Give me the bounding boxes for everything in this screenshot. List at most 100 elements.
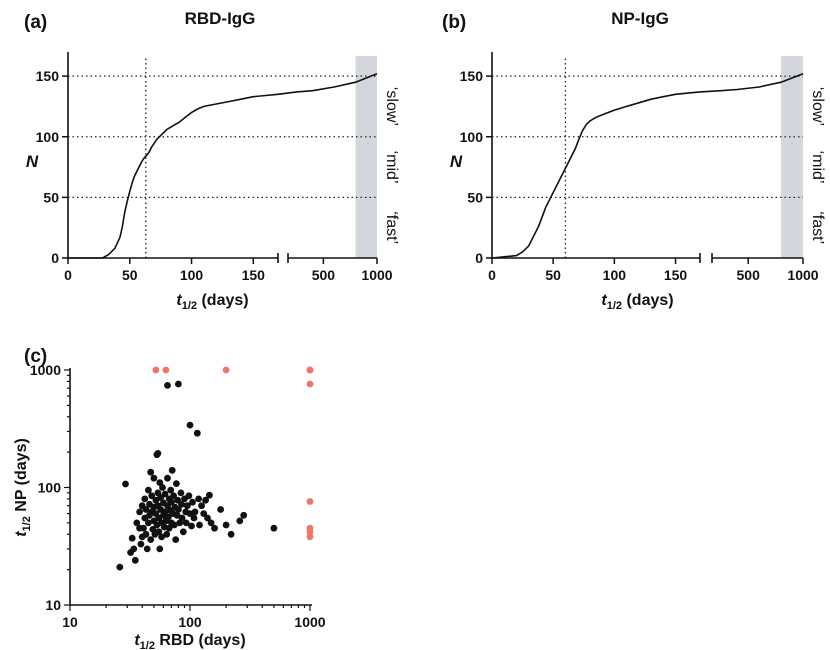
panel-b-cumulative-line [491,72,804,259]
scatter-point [185,492,193,500]
panel-c-x-tick-label: 10 [62,614,78,630]
panel-a-cumulative-line [68,72,378,259]
scatter-point [147,536,155,543]
scatter-point [173,480,180,487]
panel-a-y-tick-label: 0 [51,250,59,266]
panel-b-side-label-0: ‘slow’ [809,87,826,126]
scatter-point [133,519,141,527]
scatter-point-highlight [162,366,170,374]
panel-b-side-label-1: ‘mid’ [809,151,826,184]
scatter-point [159,484,166,491]
panel-c-x-tick-label: 100 [178,614,202,630]
panel-a-x-tick-label: 0 [64,267,72,283]
scatter-point [167,486,175,494]
panel-b-title: NP-IgG [611,9,669,28]
panel-b-x-tick-label: 1000 [787,267,818,283]
panel-a-letter: (a) [24,12,47,33]
scatter-point-highlight [306,528,314,536]
panel-c-y-tick-label: 1000 [30,362,61,378]
scatter-point [196,521,203,529]
scatter-point [175,506,182,513]
scatter-point [163,530,171,538]
panel-a-side-label-0: ‘slow’ [383,87,400,126]
scatter-point [131,556,139,564]
scatter-point [204,514,211,522]
panel-a-y-axis-label: N [26,152,39,171]
scatter-point [143,545,151,553]
scatter-point [172,536,180,543]
panel-c-x-tick-label: 1000 [294,614,325,630]
panel-b-letter: (b) [442,12,466,33]
scatter-point [191,508,199,516]
panel-b-y-tick-label: 0 [475,250,483,266]
scatter-point [170,521,178,529]
panel-b-side-label-2: ‘fast’ [809,211,826,244]
scatter-point [122,480,129,488]
scatter-point [186,421,194,429]
panel-a-x-tick-label: 100 [180,267,204,283]
scatter-point [195,495,203,503]
panel-a-x-tick-label: 1000 [361,267,392,283]
scatter-point-highlight [152,366,160,374]
scatter-point [270,524,278,532]
scatter-point [136,508,144,516]
panel-b-y-tick-label: 50 [467,189,483,205]
scatter-point [189,498,196,506]
scatter-point [240,511,248,519]
scatter-point [200,510,208,517]
scatter-point [142,506,150,513]
scatter-point [236,517,244,525]
panel-b-x-tick-label: 150 [664,267,688,283]
scatter-point [178,514,186,522]
scatter-point [206,491,213,499]
panel-c-y-tick-label: 100 [38,480,62,496]
panel-b-shaded-region [781,56,803,258]
panel-b-x-tick-label: 500 [737,267,761,283]
scatter-point [202,496,210,504]
scatter-point [140,524,147,532]
scatter-point-highlight [306,533,314,541]
panel-a-side-label-2: ‘fast’ [383,211,400,244]
panel-a-x-axis-label: t1/2 (days) [176,292,248,312]
scatter-point [147,468,155,476]
scatter-point [227,530,235,538]
panel-a-shaded-region [355,56,377,258]
panel-b-chart: 0 50 100 150 0 50 100 150 500 1000 t1/2 (days) N ‘sl… [450,52,826,312]
panel-a-y-tick-label: 150 [36,68,60,84]
scatter-point [183,502,191,510]
panel-b-y-tick-label: 150 [460,68,484,84]
panel-c-letter: (c) [24,346,47,367]
scatter-point [211,524,218,532]
panel-a-y-tick-label: 100 [36,129,60,145]
scatter-point [179,528,187,536]
panel-c-chart: 10 100 1000 10 100 1000 t1/2 RBD (days) t1/2 NP… [13,362,326,650]
panel-b-y-tick-label: 100 [460,129,484,145]
scatter-point [155,528,163,536]
scatter-point [164,474,171,482]
scatter-point [165,524,173,532]
panel-b-x-axis-label: t1/2 (days) [601,292,673,312]
panel-a-y-tick-label: 50 [43,189,59,205]
panel-b-x-tick-label: 50 [545,267,561,283]
scatter-point [154,450,162,457]
scatter-point [188,522,195,530]
panel-b-x-tick-label: 100 [603,267,627,283]
panel-a-x-tick-label: 500 [312,267,336,283]
scatter-point [178,500,185,508]
scatter-point [156,545,164,553]
scatter-point-highlight [306,498,314,505]
scatter-point-highlight [306,380,314,388]
scatter-point [168,466,176,474]
scatter-point [130,545,138,553]
scatter-point [182,519,190,527]
panel-c-y-tick-label: 10 [45,597,61,613]
panel-b-x-tick-label: 0 [488,267,496,283]
scatter-point [128,534,136,542]
panel-a-chart: 0 50 100 150 0 50 100 150 500 1000 t1/2 (days) N ‘sl… [26,52,400,312]
scatter-point [198,502,206,510]
scatter-point [222,521,230,529]
scatter-point-highlight [222,366,230,374]
scatter-point [145,519,152,527]
panel-a-title: RBD-IgG [185,9,256,28]
